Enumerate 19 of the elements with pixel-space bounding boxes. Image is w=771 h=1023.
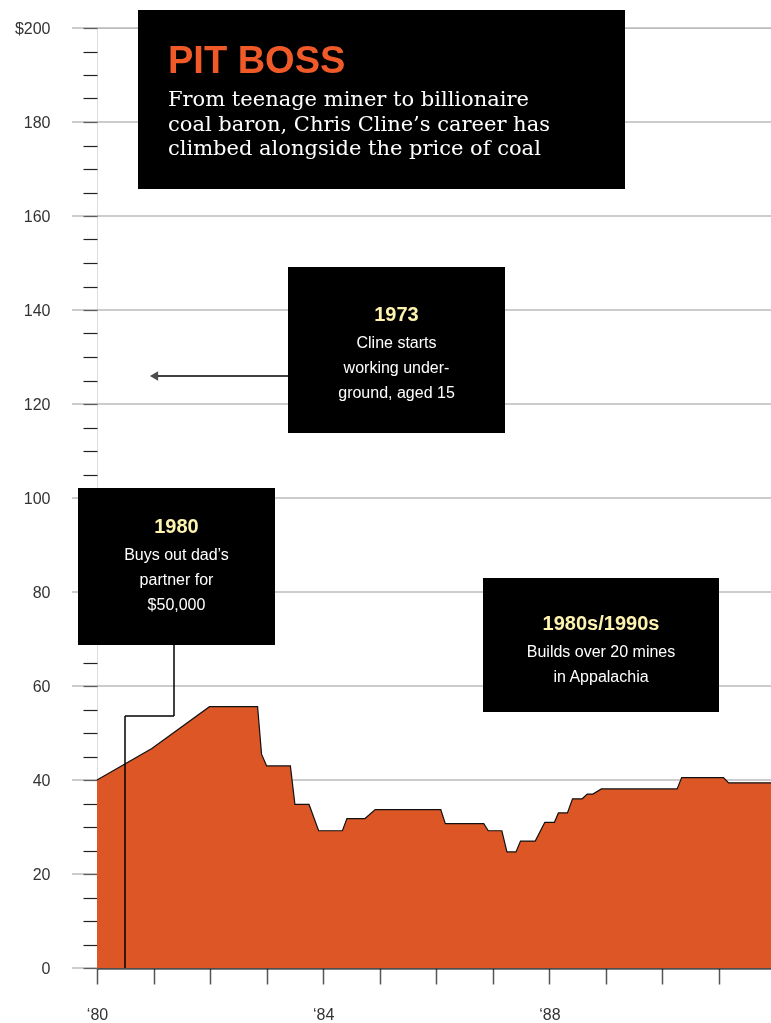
y-tick-label: 140	[23, 301, 51, 319]
annotation: 1980 Buys out dad’s partner for $50,000	[124, 515, 229, 613]
y-tick-label: 20	[32, 865, 51, 883]
y-tick-label: 60	[32, 677, 51, 695]
x-tick-label: ‘84	[312, 1005, 335, 1023]
y-tick-label: $200	[14, 19, 51, 37]
text: From teenage miner to billionaire coal baron, Chris Cline’s career has climbed alongside the price of coal	[168, 87, 550, 160]
y-tick-label: 180	[23, 113, 51, 131]
y-tick-label: 0	[41, 959, 51, 977]
y-tick-label: 80	[32, 583, 51, 601]
y-tick-label: 40	[32, 771, 51, 789]
x-tick-label: ‘88	[539, 1005, 561, 1023]
y-tick-label: 100	[23, 489, 51, 507]
y-tick-label: 120	[23, 395, 51, 413]
y-tick-label: 160	[23, 207, 51, 225]
annotation: 1973 Cline starts working under- ground, aged 15	[338, 303, 455, 401]
chart-title: PIT BOSS	[168, 39, 346, 81]
annotation: 1980s/1990s Builds over 20 mines in Appalachia	[526, 612, 676, 685]
x-tick-label: ‘80	[86, 1005, 109, 1023]
